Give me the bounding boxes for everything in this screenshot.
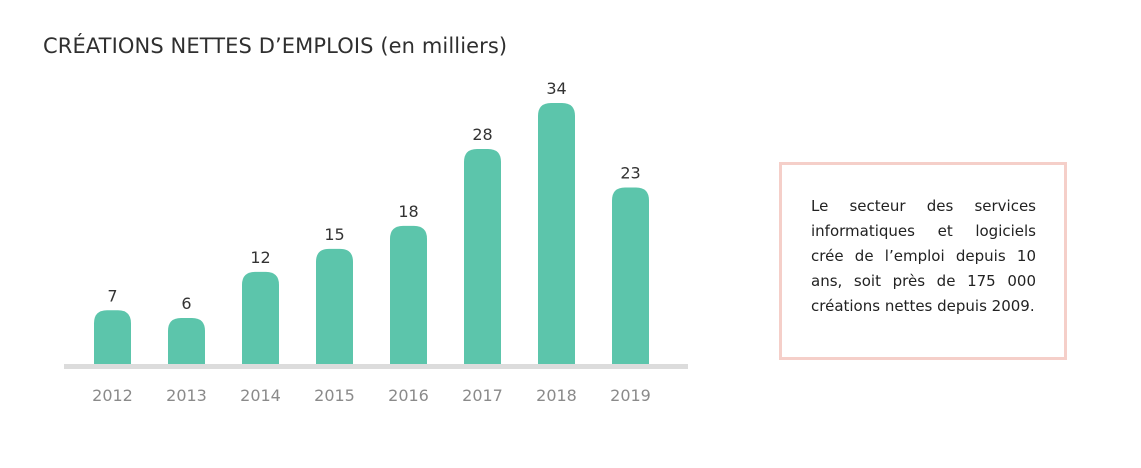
value-label-2016: 18	[398, 202, 418, 221]
x-axis-baseline	[64, 364, 688, 369]
bar-2014	[242, 271, 279, 364]
bar-chart: 7 2012 6 2013 12 2014 15 2015 18 2016 28 2017 34 2018…	[64, 79, 688, 405]
bar-2018	[538, 103, 575, 364]
value-label-2019: 23	[620, 163, 640, 182]
value-label-2014: 12	[250, 248, 270, 267]
bar-2019	[612, 187, 649, 364]
value-label-2012: 7	[107, 286, 117, 305]
x-tick-label-2018: 2018	[536, 386, 577, 405]
value-label-2015: 15	[324, 225, 344, 244]
x-tick-label-2019: 2019	[610, 386, 651, 405]
bar-2017	[464, 149, 501, 364]
value-label-2018: 34	[546, 79, 566, 98]
note-text: Le secteur des services informatiques et…	[811, 197, 1036, 315]
bar-2013	[168, 317, 205, 364]
bar-2015	[316, 248, 353, 364]
note-box: Le secteur des services informatiques et…	[779, 162, 1067, 360]
bar-2012	[94, 310, 131, 364]
x-tick-label-2015: 2015	[314, 386, 355, 405]
bar-2016	[390, 225, 427, 364]
x-tick-label-2017: 2017	[462, 386, 503, 405]
x-tick-label-2014: 2014	[240, 386, 281, 405]
x-tick-label-2012: 2012	[92, 386, 133, 405]
value-label-2013: 6	[181, 294, 191, 313]
chart-title: CRÉATIONS NETTES D’EMPLOIS (en milliers)	[43, 34, 508, 58]
x-tick-label-2016: 2016	[388, 386, 429, 405]
value-label-2017: 28	[472, 125, 492, 144]
x-tick-label-2013: 2013	[166, 386, 207, 405]
